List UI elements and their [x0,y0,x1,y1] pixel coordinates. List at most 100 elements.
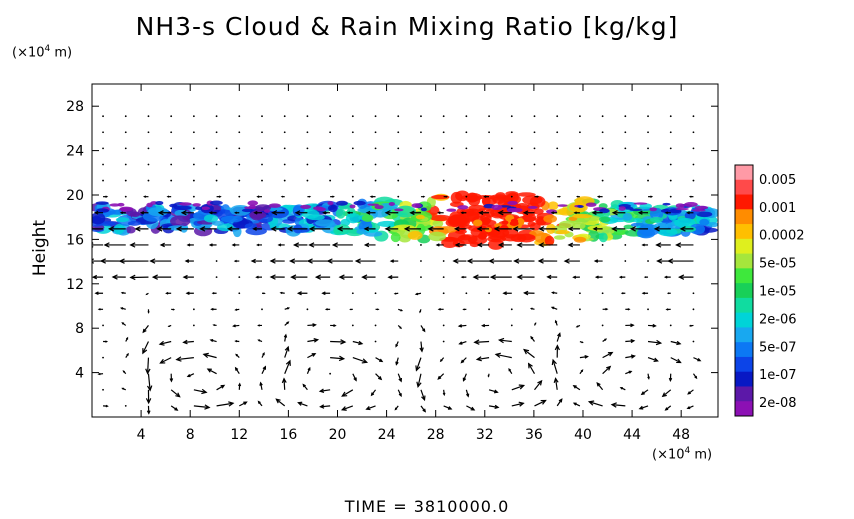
vector-dot [170,179,173,182]
vector-head [416,381,422,389]
vector-arrow [511,402,524,407]
vector-arrow [523,349,535,359]
vector-head [530,335,534,340]
vector-head [234,366,239,371]
vector-dot [192,131,195,134]
vector-dot [624,163,627,166]
vector-dot [261,131,263,134]
x-axis-unit: (×104 m) [652,446,713,463]
colorbar-label: 2e-08 [759,396,797,411]
vector-head [618,275,623,279]
vector-dot [192,163,195,166]
vector-head [687,391,691,395]
cloud-cell [505,191,519,197]
vector-head [220,384,226,389]
vector-dot [692,131,695,134]
vector-dot [465,292,468,295]
vector-head [209,338,214,343]
x-tick-label: 48 [672,427,690,443]
vector-head [283,333,288,338]
vector-head [483,195,487,198]
vector-head [243,401,248,406]
vector-head [256,243,260,247]
cloud-edge-cell [633,202,648,205]
vector-dot [170,147,173,150]
cloud-cell [335,208,346,219]
vector-head [678,274,685,280]
vector-head [527,362,533,369]
cloud-edge-cell [491,204,503,211]
vector-dot [397,115,400,118]
vector-head [111,274,118,280]
vector-dot [124,195,127,198]
vector-arrow [320,405,331,408]
vector-arrow [495,353,512,359]
vector-dot [192,179,195,182]
vector-head [175,356,182,362]
vector-head [172,308,176,311]
vector-dot [420,147,422,150]
vector-dot [420,115,422,118]
cloud-edge-cell [692,208,706,212]
vector-arrow [366,405,376,410]
vector-dot [124,147,127,150]
vector-head [523,290,529,296]
vector-arrow [511,384,524,391]
vector-head [290,274,297,280]
vector-head [228,401,235,407]
vector-head [149,258,156,264]
vector-dot [579,308,581,311]
vector-head [478,210,484,215]
vector-head [142,328,147,334]
vector-head [263,292,266,295]
vector-head [462,308,465,311]
vector-head [460,275,464,279]
vector-dot [124,131,127,134]
colorbar: 0.005 0.001 0.0002 5e-05 1e-05 2e-06 5e-07 1e-0… [734,164,805,417]
vector-arrow [554,378,558,390]
vector-dot [579,163,581,166]
vector-head [421,328,426,333]
vector-dot [238,276,241,279]
vector-head [202,352,209,359]
vector-dot [624,260,627,262]
cloud-cell [696,211,713,218]
vector-head [201,388,208,395]
vector-head [580,369,584,373]
vector-head [233,259,237,263]
x-tick-label: 28 [427,427,445,443]
cloud-cell [407,230,423,240]
vector-head [596,195,601,198]
vector-head [487,375,490,378]
vector-head [277,243,282,247]
vector-head [414,292,419,296]
vector-arrow [193,405,210,409]
vector-dot [442,147,445,150]
vector-arrow [625,340,634,343]
colorbar-label: 0.001 [759,201,796,216]
vector-head [497,337,505,344]
vector-head [159,242,165,248]
vector-head [174,407,179,411]
vector-dot [579,147,581,150]
vector-head [389,259,394,263]
cloud-cell [599,216,611,223]
cloud-edge-cell [662,202,671,206]
vector-head [354,258,361,264]
cloud-cell [173,205,192,210]
vector-head [550,306,555,310]
vector-dot [510,308,513,311]
x-tick-label: 20 [329,427,347,443]
cloud-cell [572,213,593,219]
vector-dot [306,308,309,311]
vector-head [493,226,500,232]
vector-head [365,210,371,215]
vector-head [314,274,322,280]
vector-head [313,337,320,343]
vector-head [308,242,315,248]
vector-dot [442,163,445,166]
colorbar-swatch [735,209,753,225]
vector-dot [601,324,604,327]
cloud-edge-cell [527,205,538,209]
vector-head [516,242,523,248]
